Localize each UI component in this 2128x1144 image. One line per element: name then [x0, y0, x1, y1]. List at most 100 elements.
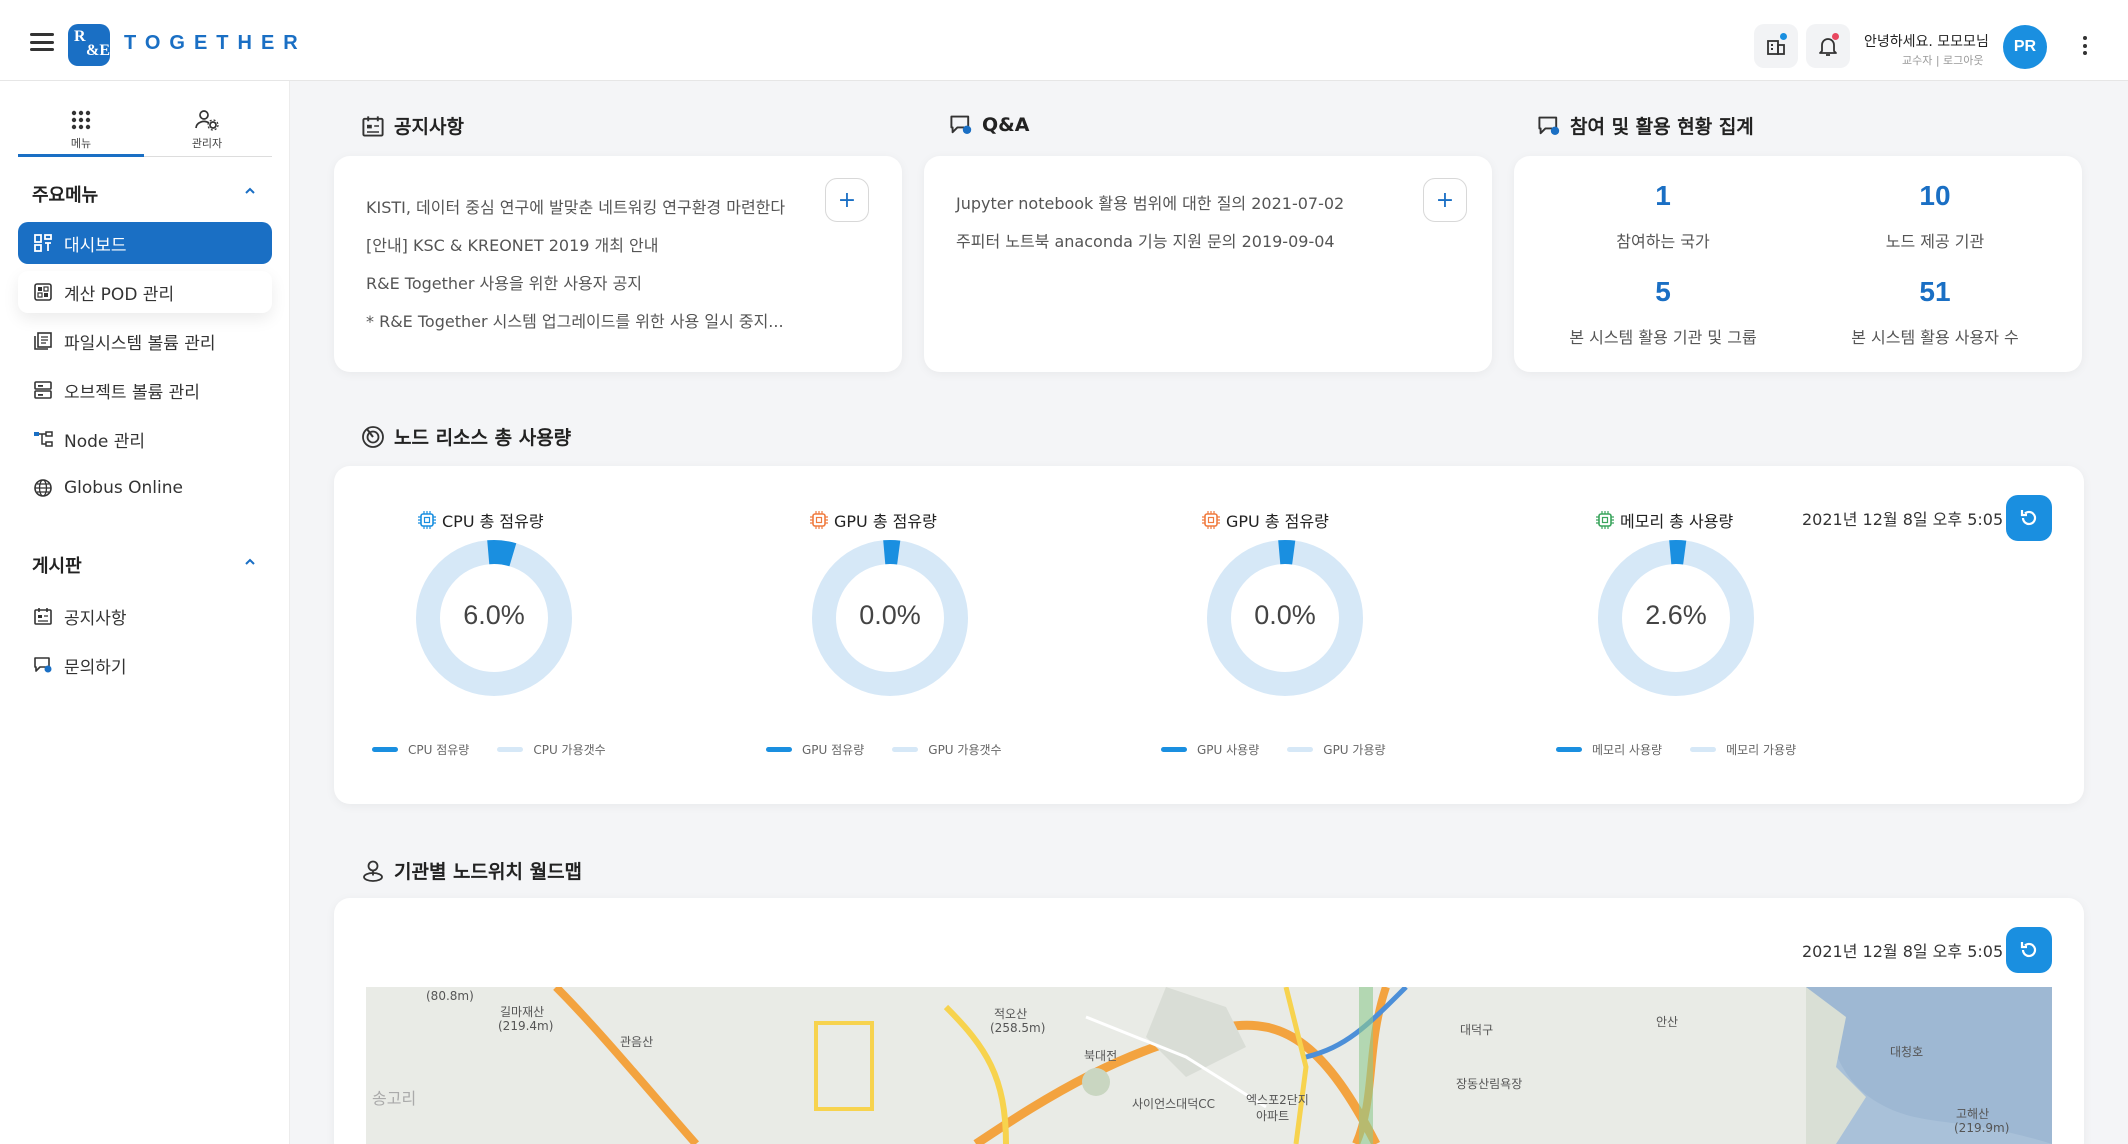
donut-gauge: 2.6% — [1596, 538, 1756, 698]
refresh-map-button[interactable] — [2006, 927, 2052, 973]
notification-button[interactable] — [1806, 24, 1850, 68]
sidebar-item-dashboard[interactable]: 대시보드 — [18, 222, 272, 264]
gauge-legend: GPU 점유량 GPU 가용갯수 — [766, 741, 1002, 758]
gauge-title: CPU 총 점유량 — [416, 508, 544, 532]
user-gear-icon — [195, 110, 219, 131]
sidebar: 메뉴 관리자 주요메뉴 대시보드 계산 POD 관리 파일시스템 볼륨 관리 오… — [0, 81, 290, 1144]
sidebar-item-notice[interactable]: 공지사항 — [18, 595, 272, 637]
gpu-icon — [1200, 509, 1222, 531]
inquiry-icon — [1538, 116, 1560, 135]
main-menu-title: 주요메뉴 — [32, 185, 99, 206]
list-item[interactable]: [안내] KSC & KREONET 2019 개최 안내 — [366, 236, 659, 255]
gauge-legend: CPU 점유량 CPU 가용갯수 — [372, 741, 606, 758]
worldmap-timestamp: 2021년 12월 8일 오후 5:05 — [1802, 942, 2004, 961]
list-item[interactable]: Jupyter notebook 활용 범위에 대한 질의 2021-07-02 — [956, 194, 1345, 213]
gauge-used-arc — [812, 540, 968, 696]
chevron-up-icon[interactable] — [244, 556, 256, 568]
location-pin-icon — [363, 860, 383, 882]
qa-section-title: Q&A — [948, 112, 1029, 138]
world-map[interactable]: (80.8m) 길마재산 (219.4m) 관음산 송고리 적오산 (258.5… — [366, 987, 2052, 1144]
active-tab-indicator — [18, 154, 144, 157]
tab-admin[interactable]: 관리자 — [144, 105, 270, 153]
node-tree-icon — [34, 431, 53, 447]
top-header: R &E TOGETHER 안녕하세요. 모모모님 교수자 | 로그아웃 PR — [0, 0, 2128, 81]
notification-dot — [1780, 33, 1787, 40]
refresh-icon — [2020, 510, 2037, 526]
notification-dot — [1832, 33, 1839, 40]
stat-label: 본 시스템 활용 기관 및 그룹 — [1569, 328, 1757, 347]
sidebar-item-pod[interactable]: 계산 POD 관리 — [18, 271, 272, 313]
sidebar-item-globus[interactable]: Globus Online — [18, 467, 272, 509]
legend-swatch-used — [766, 747, 792, 752]
donut-gauge: 0.0% — [1205, 538, 1365, 698]
resources-timestamp: 2021년 12월 8일 오후 5:05 — [1802, 510, 2004, 529]
bell-icon — [1819, 38, 1837, 56]
gauge-title: GPU 총 점유량 — [1200, 508, 1329, 532]
resources-section-title: 노드 리소스 총 사용량 — [360, 423, 571, 450]
list-item[interactable]: KISTI, 데이터 중심 연구에 발맞춘 네트워킹 연구환경 마련한다 — [366, 198, 786, 217]
inquiry-icon — [950, 115, 972, 134]
organization-button[interactable] — [1754, 24, 1798, 68]
gauge-value: 6.0% — [463, 600, 525, 630]
gauge-title: GPU 총 점유량 — [808, 508, 937, 532]
object-storage-icon — [34, 381, 52, 399]
legend-swatch-free — [1690, 747, 1717, 752]
gpu-icon — [808, 509, 830, 531]
sidebar-item-object-volume[interactable]: 오브젝트 볼륨 관리 — [18, 369, 272, 411]
stat-label: 본 시스템 활용 사용자 수 — [1851, 328, 2019, 347]
more-options-icon[interactable] — [2083, 36, 2089, 58]
avatar[interactable]: PR — [2003, 25, 2047, 69]
stat-value: 51 — [1919, 276, 1951, 307]
notice-section-title: 공지사항 — [360, 112, 464, 139]
dashboard-icon — [34, 234, 52, 252]
stat-label: 참여하는 국가 — [1616, 232, 1710, 251]
hamburger-menu-icon[interactable] — [30, 33, 54, 51]
qa-card: Jupyter notebook 활용 범위에 대한 질의 2021-07-02… — [924, 156, 1492, 372]
gauge-title: 메모리 총 사용량 — [1594, 508, 1733, 532]
stat-value: 5 — [1655, 276, 1671, 307]
logo-text: TOGETHER — [124, 32, 307, 54]
stat-value: 10 — [1919, 180, 1951, 211]
stats-card: 1 참여하는 국가 10 노드 제공 기관 5 본 시스템 활용 기관 및 그룹… — [1514, 156, 2082, 372]
gauge-legend: 메모리 사용량 메모리 가용량 — [1556, 741, 1796, 758]
sidebar-item-node[interactable]: Node 관리 — [18, 418, 272, 460]
list-item[interactable]: 주피터 노트북 anaconda 기능 지원 문의 2019-09-04 — [956, 232, 1335, 251]
sidebar-item-filesystem[interactable]: 파일시스템 볼륨 관리 — [18, 320, 272, 362]
notice-card: KISTI, 데이터 중심 연구에 발맞춘 네트워킹 연구환경 마련한다 [안내… — [334, 156, 902, 372]
board-menu-title: 게시판 — [32, 556, 82, 577]
legend-swatch-free — [497, 747, 524, 752]
gauge-legend: GPU 사용량 GPU 가용량 — [1161, 741, 1386, 758]
donut-gauge: 0.0% — [810, 538, 970, 698]
logo[interactable]: R &E — [68, 24, 110, 66]
refresh-icon — [2020, 942, 2037, 958]
donut-gauge: 6.0% — [414, 538, 574, 698]
filesystem-icon — [34, 332, 52, 350]
stat-value: 1 — [1655, 180, 1671, 211]
add-qa-button[interactable]: + — [1423, 178, 1467, 222]
stats-section-title: 참여 및 활용 현황 집계 — [1536, 112, 1754, 139]
sidebar-item-inquiry[interactable]: 문의하기 — [18, 644, 272, 686]
pod-icon — [34, 283, 52, 301]
legend-swatch-used — [1556, 747, 1582, 752]
gauge-value: 0.0% — [1254, 600, 1316, 630]
greeting-text: 안녕하세요. 모모모님 — [1864, 34, 1989, 50]
legend-swatch-used — [372, 747, 398, 752]
worldmap-section-title: 기관별 노드위치 월드맵 — [360, 857, 582, 884]
memory-icon — [1594, 509, 1616, 531]
chevron-up-icon[interactable] — [244, 185, 256, 197]
building-icon — [1767, 40, 1785, 55]
add-notice-button[interactable]: + — [825, 178, 869, 222]
list-item[interactable]: R&E Together 사용을 위한 사용자 공지 — [366, 274, 643, 293]
gauge-spiral-icon — [362, 425, 384, 448]
resources-card: 2021년 12월 8일 오후 5:05 CPU 총 점유량 6.0% CPU 점유… — [334, 466, 2084, 804]
stat-label: 노드 제공 기관 — [1885, 232, 1985, 251]
gauge-value: 0.0% — [859, 600, 921, 630]
legend-swatch-free — [1287, 747, 1314, 752]
globe-icon — [34, 479, 52, 497]
user-role-logout[interactable]: 교수자 | 로그아웃 — [1902, 54, 1984, 67]
tab-menu[interactable]: 메뉴 — [18, 105, 144, 153]
refresh-resources-button[interactable] — [2006, 495, 2052, 541]
cpu-icon — [416, 509, 438, 531]
tab-divider — [18, 156, 272, 157]
list-item[interactable]: * R&E Together 시스템 업그레이드를 위한 사용 일시 중지... — [366, 312, 784, 331]
